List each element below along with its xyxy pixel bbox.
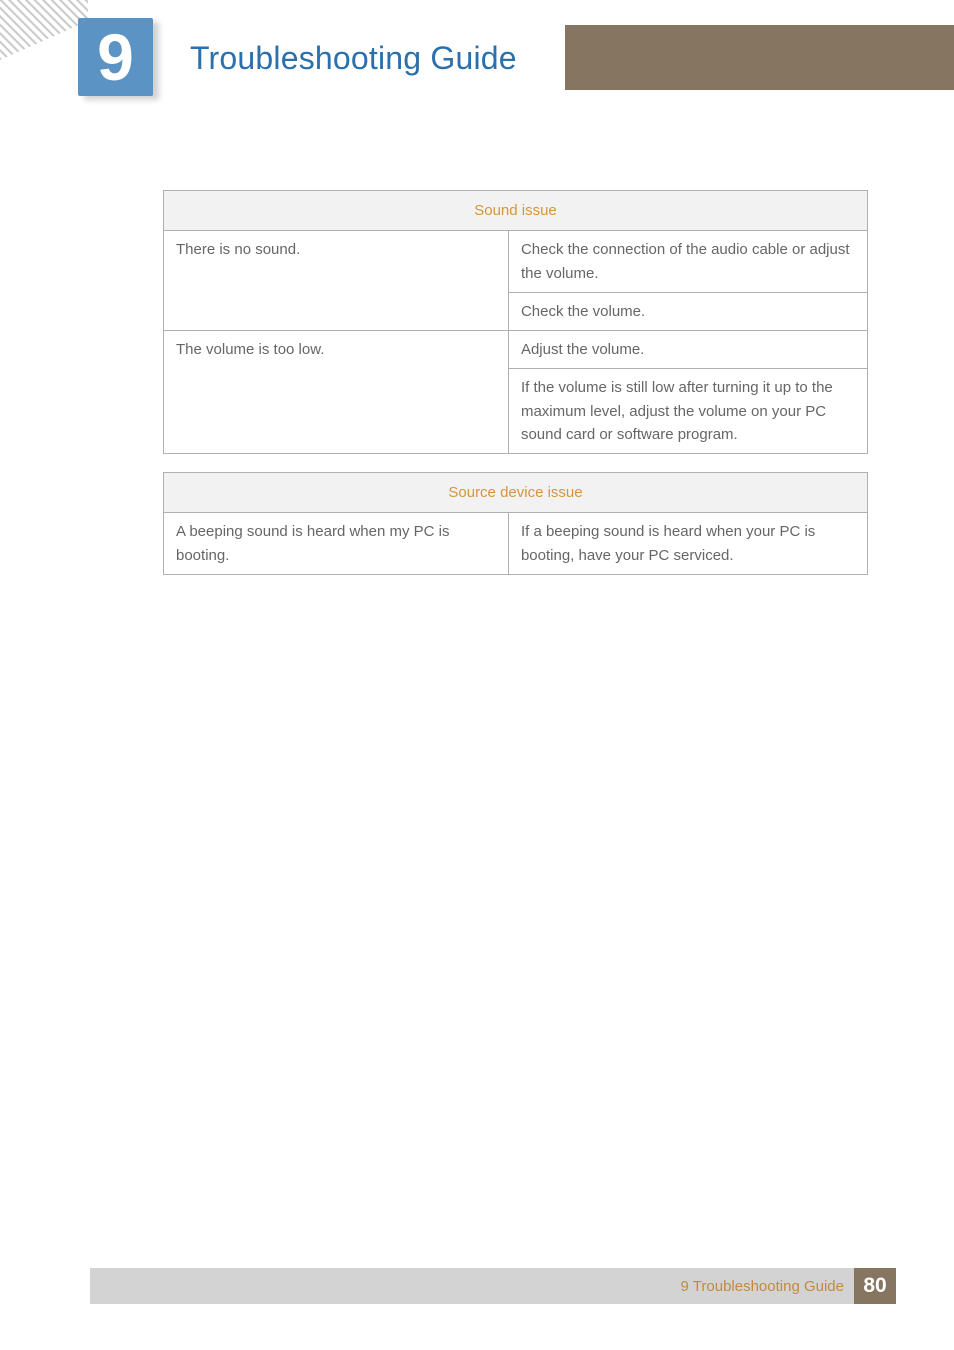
- footer-label: 9 Troubleshooting Guide: [681, 1278, 844, 1295]
- table-header-row: Sound issue: [164, 191, 868, 231]
- table-row: There is no sound. Check the connection …: [164, 231, 868, 293]
- problem-cell: There is no sound.: [164, 231, 509, 331]
- page-number-badge: 80: [854, 1268, 896, 1304]
- problem-cell: A beeping sound is heard when my PC is b…: [164, 513, 509, 575]
- footer-bar: 9 Troubleshooting Guide 80: [90, 1268, 896, 1304]
- solution-cell: If a beeping sound is heard when your PC…: [508, 513, 867, 575]
- table-header: Source device issue: [164, 473, 868, 513]
- chapter-number: 9: [97, 24, 134, 90]
- page-content: Sound issue There is no sound. Check the…: [163, 190, 868, 593]
- solution-cell: Check the volume.: [508, 292, 867, 330]
- table-header-row: Source device issue: [164, 473, 868, 513]
- problem-cell: The volume is too low.: [164, 331, 509, 454]
- corner-hatch-decoration: [0, 0, 88, 60]
- table-row: The volume is too low. Adjust the volume…: [164, 331, 868, 369]
- chapter-title: Troubleshooting Guide: [190, 40, 517, 77]
- solution-cell: Check the connection of the audio cable …: [508, 231, 867, 293]
- sound-issue-table: Sound issue There is no sound. Check the…: [163, 190, 868, 454]
- page-number: 80: [863, 1274, 886, 1298]
- table-row: A beeping sound is heard when my PC is b…: [164, 513, 868, 575]
- solution-cell: Adjust the volume.: [508, 331, 867, 369]
- table-header: Sound issue: [164, 191, 868, 231]
- chapter-number-badge: 9: [78, 18, 153, 96]
- solution-cell: If the volume is still low after turning…: [508, 369, 867, 454]
- source-device-issue-table: Source device issue A beeping sound is h…: [163, 472, 868, 575]
